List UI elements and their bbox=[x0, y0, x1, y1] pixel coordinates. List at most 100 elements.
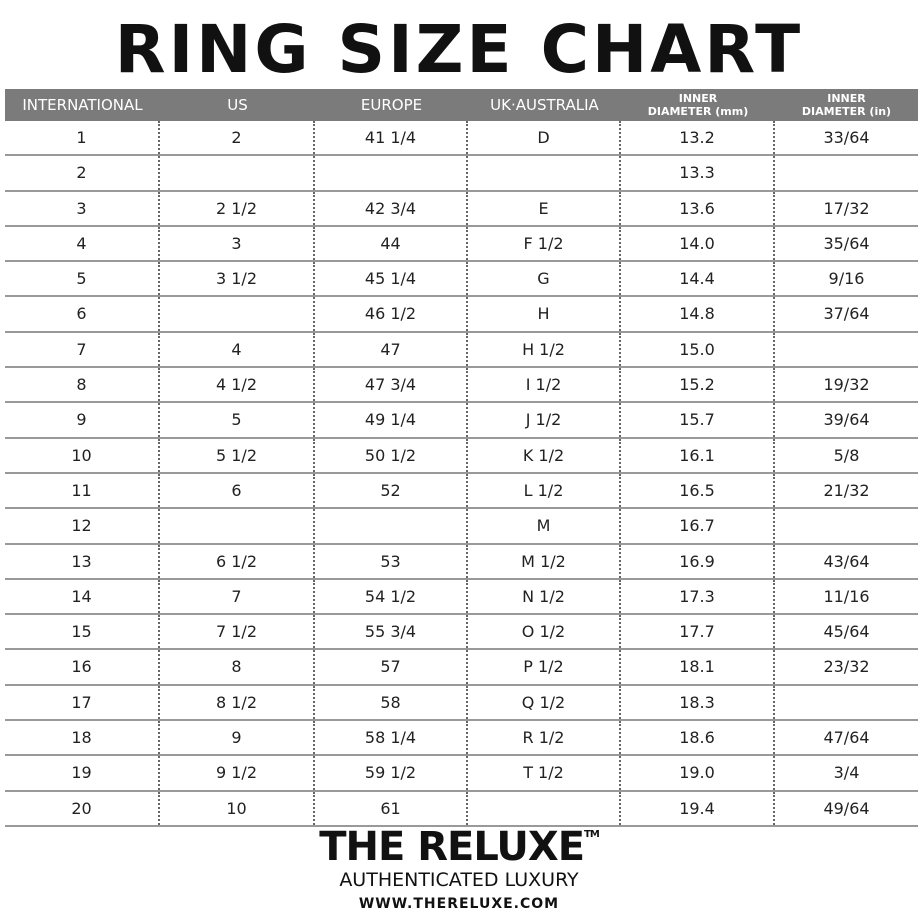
table-cell: Q 1/2 bbox=[468, 685, 621, 720]
table-row: 2 13.3 bbox=[5, 156, 918, 192]
table-cell: 6 1/2 bbox=[160, 544, 315, 578]
table-cell: K 1/2 bbox=[468, 438, 621, 472]
table-cell bbox=[468, 791, 621, 825]
column-header: US bbox=[227, 96, 248, 114]
table-cell: 1 bbox=[5, 121, 160, 155]
table-cell: 52 bbox=[315, 473, 468, 508]
table-cell bbox=[160, 509, 315, 543]
table-row: 13 6 1/2 53 M 1/2 16.9 43/64 bbox=[5, 544, 918, 580]
table-cell: 45 1/4 bbox=[315, 262, 468, 296]
column-header: INNER DIAMETER (mm) bbox=[621, 92, 775, 118]
column-header-line: DIAMETER (in) bbox=[801, 105, 892, 118]
table-cell: 2 bbox=[160, 121, 315, 155]
table-cell: 39/64 bbox=[823, 410, 870, 430]
table-cell: 18.1 bbox=[621, 650, 775, 684]
table-cell: 16 bbox=[5, 650, 160, 684]
table-cell: J 1/2 bbox=[468, 403, 621, 437]
table-cell bbox=[468, 156, 621, 190]
table-cell bbox=[775, 333, 918, 366]
table-cell: 9 1/2 bbox=[160, 756, 315, 790]
table-cell: 14.4 bbox=[621, 262, 775, 296]
table-cell: F 1/2 bbox=[468, 226, 621, 261]
table-cell: 61 bbox=[315, 791, 468, 825]
table-cell: 7 1/2 bbox=[160, 615, 315, 649]
table-row: 15 7 1/2 55 3/4 O 1/2 17.7 45/64 bbox=[5, 615, 918, 651]
table-cell: 10 bbox=[5, 438, 160, 472]
table-row: 9 5 49 1/4 J 1/2 15.7 39/64 bbox=[5, 403, 918, 439]
table-row: 17 8 1/2 58 Q 1/2 18.3 bbox=[5, 685, 918, 722]
column-header-line: INNER bbox=[678, 92, 718, 105]
table-cell: 5 bbox=[5, 262, 160, 296]
brand-tagline: AUTHENTICATED LUXURY bbox=[339, 869, 579, 891]
table-row: 6 46 1/2 H 14.8 37/64 bbox=[5, 297, 918, 333]
table-cell: 58 bbox=[315, 685, 468, 720]
table-cell: 14 bbox=[5, 579, 160, 614]
table-cell: 57 bbox=[315, 650, 468, 684]
table-row: 10 5 1/2 50 1/2 K 1/2 16.1 5/8 bbox=[5, 438, 918, 474]
table-cell: 4 bbox=[160, 332, 315, 367]
table-cell: M 1/2 bbox=[468, 544, 621, 578]
table-cell: 5/8 bbox=[833, 445, 860, 465]
table-cell bbox=[160, 156, 315, 190]
table-cell: 9 bbox=[160, 721, 315, 755]
table-row: 18 9 58 1/4 R 1/2 18.6 47/64 bbox=[5, 721, 918, 757]
table-cell: 18.6 bbox=[621, 721, 775, 755]
table-cell: 11 bbox=[5, 473, 160, 508]
table-cell: 14.8 bbox=[621, 297, 775, 331]
table-cell: 47 3/4 bbox=[315, 368, 468, 402]
table-cell: 16.7 bbox=[621, 509, 775, 543]
page-title: RING SIZE CHART bbox=[114, 11, 804, 88]
table-cell: 19/32 bbox=[823, 375, 870, 395]
table-cell: 47/64 bbox=[823, 728, 870, 748]
table-row: 11 6 52 L 1/2 16.5 21/32 bbox=[5, 473, 918, 510]
table-row: 19 9 1/2 59 1/2 T 1/2 19.0 3/4 bbox=[5, 756, 918, 792]
table-cell: 19 bbox=[5, 756, 160, 790]
table-cell: H 1/2 bbox=[468, 332, 621, 367]
table-cell: 17.3 bbox=[621, 579, 775, 614]
table-cell: 17/32 bbox=[823, 198, 870, 218]
table-header: INTERNATIONAL US EUROPE UK·AUSTRALIA INNER DI… bbox=[5, 89, 918, 121]
table-cell: 16.5 bbox=[621, 473, 775, 508]
table-cell: I 1/2 bbox=[468, 368, 621, 402]
column-header: INTERNATIONAL bbox=[22, 96, 143, 114]
table-row: 12 M 16.7 bbox=[5, 509, 918, 545]
table-cell: 15 bbox=[5, 615, 160, 649]
table-cell: R 1/2 bbox=[468, 721, 621, 755]
table-cell: 18 bbox=[5, 721, 160, 755]
table-body: 1 2 41 1/4 D 13.2 33/64 2 13.3 3 2 1/2 42 3/4 E 13.6… bbox=[5, 121, 918, 827]
table-cell: D bbox=[468, 121, 621, 155]
table-cell: 49/64 bbox=[823, 798, 870, 818]
table-row: 20 10 61 19.4 49/64 bbox=[5, 791, 918, 827]
table-cell: 6 bbox=[5, 297, 160, 331]
brand-url[interactable]: WWW.THERELUXE.COM bbox=[358, 896, 560, 912]
table-cell: 14.0 bbox=[621, 226, 775, 261]
table-cell bbox=[160, 297, 315, 331]
table-cell: 23/32 bbox=[823, 657, 870, 677]
table-cell: 55 3/4 bbox=[315, 615, 468, 649]
table-cell: 5 bbox=[160, 403, 315, 437]
table-cell: H bbox=[468, 297, 621, 331]
table-cell bbox=[775, 509, 918, 542]
table-cell: 17.7 bbox=[621, 615, 775, 649]
table-cell: 19.4 bbox=[621, 791, 775, 825]
table-cell: 13.2 bbox=[621, 121, 775, 155]
table-cell: 58 1/4 bbox=[315, 721, 468, 755]
table-cell: 16.9 bbox=[621, 544, 775, 578]
ring-size-table: INTERNATIONAL US EUROPE UK·AUSTRALIA INNER DI… bbox=[5, 89, 918, 827]
table-cell: 2 1/2 bbox=[160, 191, 315, 225]
table-cell: 42 3/4 bbox=[315, 191, 468, 225]
table-cell: 21/32 bbox=[823, 480, 870, 500]
table-cell: 7 bbox=[5, 332, 160, 367]
table-cell: 19.0 bbox=[621, 756, 775, 790]
table-cell bbox=[315, 509, 468, 543]
table-cell: 11/16 bbox=[823, 586, 870, 606]
table-row: 16 8 57 P 1/2 18.1 23/32 bbox=[5, 650, 918, 686]
trademark: TM bbox=[584, 829, 600, 840]
table-cell: 13.6 bbox=[621, 191, 775, 225]
table-cell: 3 1/2 bbox=[160, 262, 315, 296]
table-cell: 59 1/2 bbox=[315, 756, 468, 790]
table-cell: 15.7 bbox=[621, 403, 775, 437]
table-cell: 20 bbox=[5, 791, 160, 825]
table-cell: 10 bbox=[160, 791, 315, 825]
